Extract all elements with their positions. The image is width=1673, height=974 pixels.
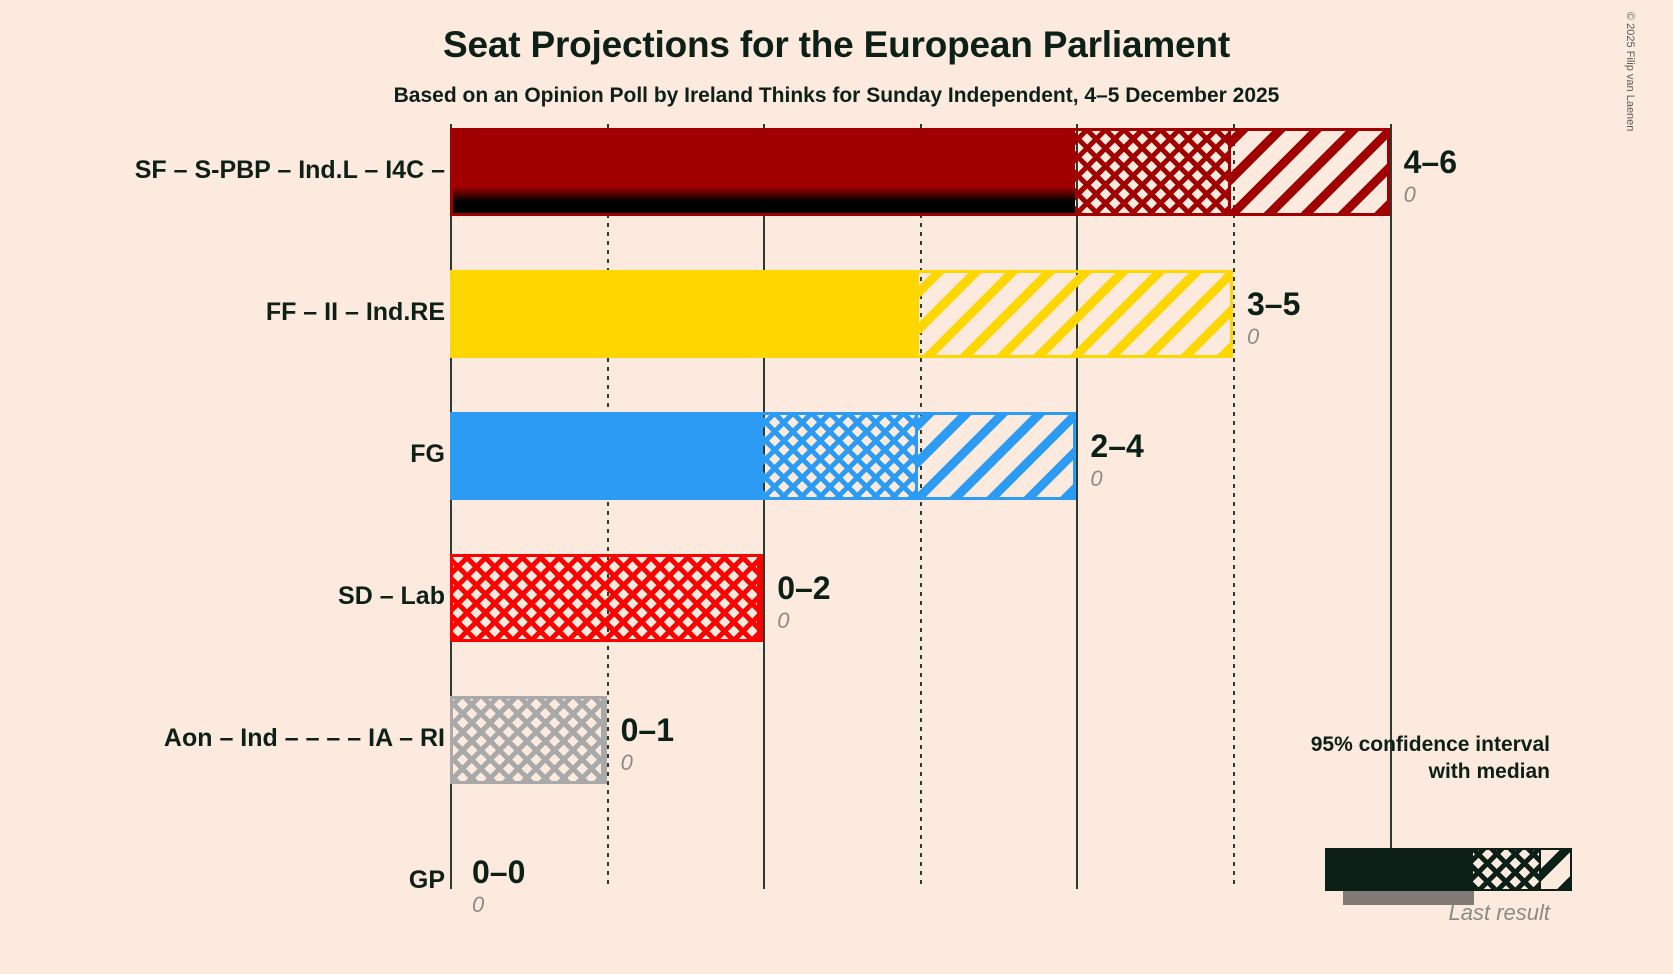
value-last-result-5: 0 — [472, 892, 485, 917]
value-range-0: 4–6 — [1403, 144, 1457, 180]
legend-crosshatch-segment — [1472, 850, 1541, 889]
gridline-dotted-3 — [919, 124, 922, 889]
value-label-group-5: 0–0 0 — [472, 856, 525, 916]
bar-3 — [450, 554, 764, 642]
legend-line-1: 95% confidence interval — [1310, 733, 1550, 756]
value-range-4: 0–1 — [620, 712, 674, 748]
bar-segment-diagonal-1 — [919, 273, 1230, 355]
value-label-group-1: 3–5 0 — [1247, 288, 1300, 348]
row-label-5: GP — [408, 866, 445, 894]
bar-segment-diagonal-2 — [918, 415, 1074, 497]
y-axis-line — [450, 124, 452, 889]
bar-4 — [450, 696, 607, 784]
legend-swatch — [1325, 848, 1572, 891]
legend-last-result-label: Last result — [1448, 900, 1551, 925]
row-label-1: FF – II – Ind.RE — [265, 298, 445, 326]
gridline-solid-6 — [1389, 124, 1392, 889]
gridline-solid-4 — [1076, 124, 1079, 889]
bar-secondary-overlay-0 — [453, 187, 1076, 213]
row-label-2: FG — [410, 440, 445, 468]
gridline-dotted-1 — [606, 124, 609, 889]
value-label-group-3: 0–2 0 — [777, 572, 830, 632]
value-range-3: 0–2 — [777, 570, 831, 606]
value-range-2: 2–4 — [1090, 428, 1144, 464]
row-label-0: SF – S-PBP – Ind.L – I4C – — [134, 156, 445, 184]
gridline-dotted-5 — [1233, 124, 1235, 889]
legend-line-2: with median — [1428, 760, 1550, 783]
bar-segment-diagonal-0 — [1230, 131, 1387, 213]
value-range-1: 3–5 — [1247, 286, 1301, 322]
value-last-result-3: 0 — [777, 608, 790, 633]
legend-last-result-bar — [1343, 891, 1474, 905]
value-range-5: 0–0 — [472, 854, 526, 890]
gridline-solid-2 — [763, 124, 766, 889]
bar-segment-crosshatch-0 — [1075, 131, 1231, 213]
bar-segment-crosshatch-3 — [453, 557, 761, 639]
bar-segment-crosshatch-4 — [453, 699, 604, 781]
bar-2 — [450, 412, 1077, 500]
value-label-group-2: 2–4 0 — [1090, 430, 1143, 490]
bar-0 — [450, 128, 1390, 216]
bar-segment-solid-2 — [453, 415, 764, 497]
value-last-result-4: 0 — [620, 750, 633, 775]
row-label-3: SD – Lab — [338, 582, 445, 610]
bar-segment-solid-1 — [453, 273, 920, 355]
page-subtitle: Based on an Opinion Poll by Ireland Thin… — [393, 84, 1280, 107]
value-last-result-1: 0 — [1247, 324, 1260, 349]
page-title: Seat Projections for the European Parlia… — [443, 24, 1230, 65]
legend-diagonal-segment — [1540, 850, 1570, 889]
value-last-result-2: 0 — [1090, 466, 1103, 491]
value-last-result-0: 0 — [1403, 182, 1416, 207]
value-label-group-4: 0–1 0 — [621, 714, 674, 774]
row-label-4: Aon – Ind – – – – IA – RI — [163, 724, 445, 752]
bar-segment-crosshatch-2 — [763, 415, 919, 497]
bar-1 — [450, 270, 1233, 358]
value-label-group-0: 4–6 0 — [1404, 146, 1457, 206]
